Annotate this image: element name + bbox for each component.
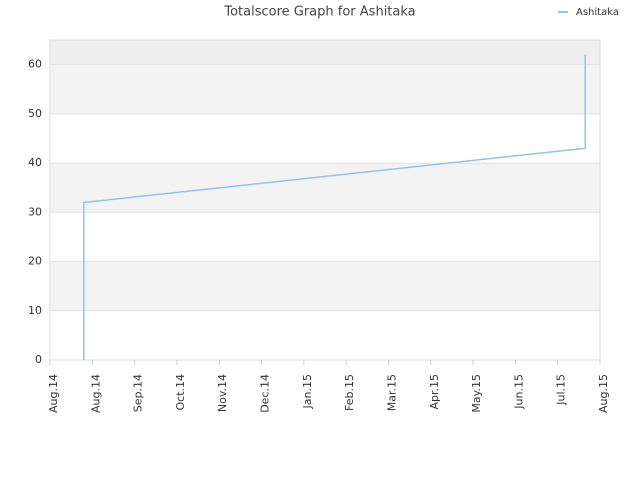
x-tick-label: Jul.15 xyxy=(555,374,568,406)
x-tick-label: May.15 xyxy=(470,374,483,413)
y-tick-label: 30 xyxy=(28,205,42,218)
chart-title: Totalscore Graph for Ashitaka xyxy=(223,5,415,20)
plot-band xyxy=(50,310,600,360)
x-tick-label: Oct.14 xyxy=(174,374,187,411)
x-tick-label: Jan.15 xyxy=(301,374,314,409)
y-tick-label: 60 xyxy=(28,58,42,71)
x-tick-label: Dec.14 xyxy=(259,374,272,413)
x-tick-label: Aug.14 xyxy=(47,374,60,413)
plot-band xyxy=(50,212,600,262)
legend-label: Ashitaka xyxy=(576,7,619,18)
x-tick-label: Aug.14 xyxy=(89,374,102,413)
x-tick-label: Nov.14 xyxy=(216,374,229,412)
data-line xyxy=(83,54,586,360)
plot-band xyxy=(50,261,600,311)
y-tick-label: 40 xyxy=(28,156,42,169)
x-tick-label: Apr.15 xyxy=(428,374,441,410)
x-tick-label: Feb.15 xyxy=(343,374,356,411)
x-tick-label: Jun.15 xyxy=(512,374,525,410)
y-tick-label: 50 xyxy=(28,107,42,120)
plot-border xyxy=(49,39,601,361)
y-tick-label: 20 xyxy=(28,255,42,268)
x-tick-label: Sep.14 xyxy=(132,374,145,412)
plot-band xyxy=(50,163,600,213)
plot-band xyxy=(50,64,600,114)
plot-band xyxy=(50,113,600,164)
x-tick-label: Aug.15 xyxy=(597,374,610,413)
y-tick-label: 0 xyxy=(35,353,42,366)
y-tick-label: 10 xyxy=(28,304,42,317)
x-tick-label: Mar.15 xyxy=(385,374,398,411)
